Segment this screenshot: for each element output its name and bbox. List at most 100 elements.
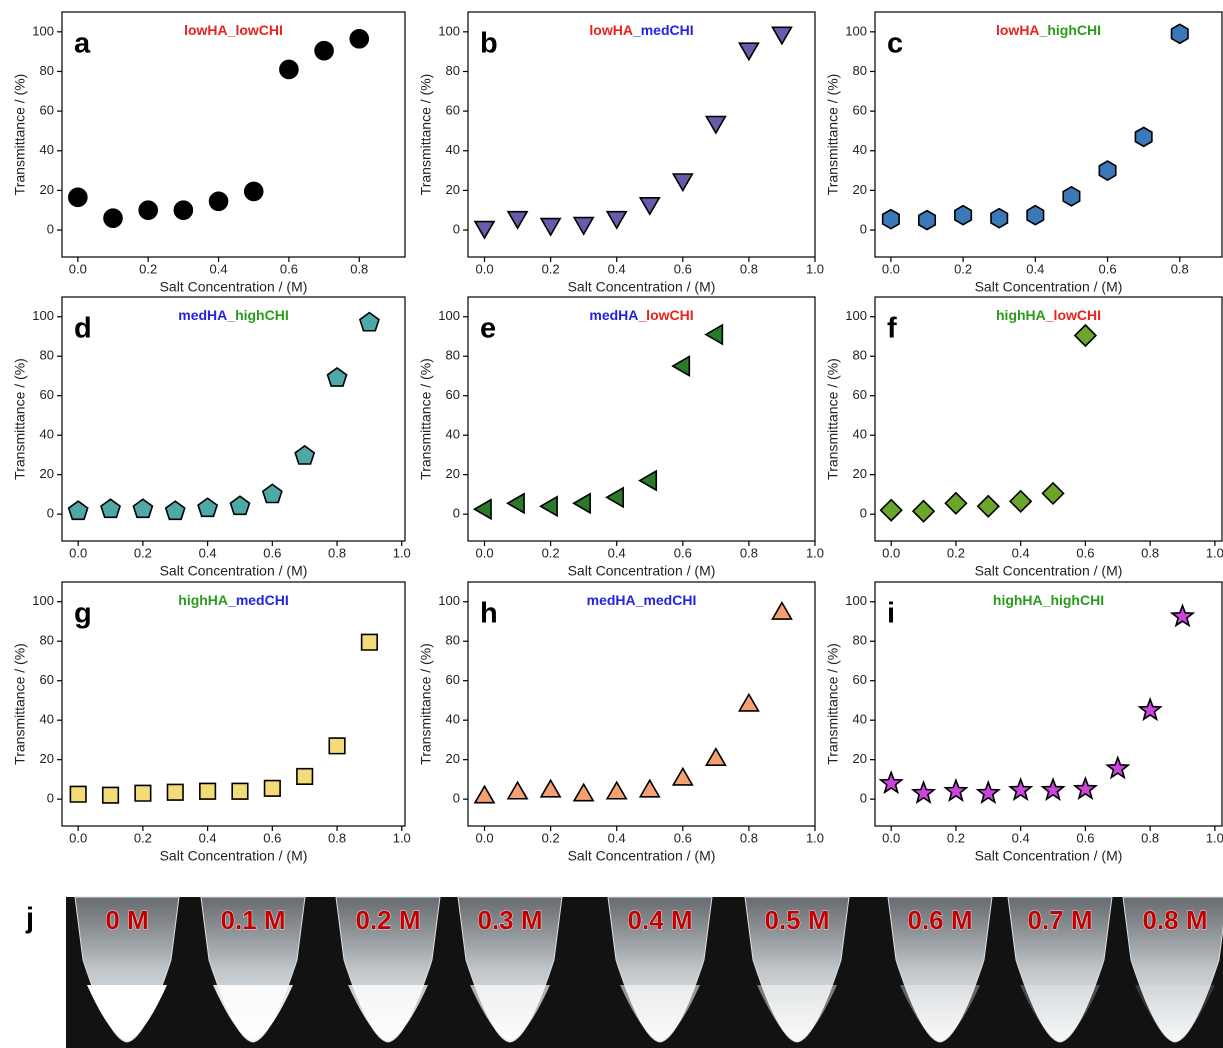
data-point bbox=[572, 492, 591, 515]
tube-content bbox=[757, 985, 837, 1040]
title-part: lowHA bbox=[589, 22, 633, 38]
data-point bbox=[1098, 160, 1117, 182]
y-tick-label: 100 bbox=[845, 23, 867, 38]
data-point bbox=[605, 486, 625, 509]
data-point bbox=[539, 778, 562, 798]
y-tick-label: 100 bbox=[438, 308, 460, 323]
x-axis-label: Salt Concentration / (M) bbox=[975, 279, 1123, 295]
x-tick-label: 0.4 bbox=[199, 545, 217, 560]
x-axis-label: Salt Concentration / (M) bbox=[160, 563, 308, 579]
data-point bbox=[164, 500, 186, 521]
data-point bbox=[69, 785, 87, 803]
data-point bbox=[911, 499, 936, 523]
title-part: _highCHI bbox=[226, 307, 288, 323]
y-tick-label: 0 bbox=[453, 506, 460, 521]
y-tick-label: 100 bbox=[438, 593, 460, 608]
x-tick-label: 1.0 bbox=[1206, 545, 1223, 560]
x-tick-label: 0.6 bbox=[1076, 545, 1094, 560]
panel-title: medHA_lowCHI bbox=[589, 307, 693, 323]
y-tick-label: 80 bbox=[40, 348, 54, 363]
x-tick-label: 0.2 bbox=[134, 830, 152, 845]
tube-content bbox=[213, 985, 293, 1040]
x-axis-label: Salt Concentration / (M) bbox=[975, 563, 1123, 579]
x-tick-label: 0.6 bbox=[1098, 261, 1116, 276]
title-part: _medCHI bbox=[635, 592, 697, 608]
tube-content bbox=[900, 985, 980, 1040]
data-point bbox=[943, 777, 969, 803]
x-axis-label: Salt Concentration / (M) bbox=[160, 279, 308, 295]
x-tick-label: 0.0 bbox=[882, 830, 900, 845]
x-tick-label: 0.0 bbox=[475, 545, 493, 560]
panel-label: c bbox=[887, 28, 903, 60]
y-tick-label: 80 bbox=[446, 633, 460, 648]
data-point bbox=[166, 783, 184, 801]
data-point bbox=[296, 767, 314, 786]
title-part: highHA bbox=[993, 592, 1043, 608]
panel-title: medHA_medCHI bbox=[587, 592, 697, 608]
panel-label: d bbox=[74, 313, 92, 345]
x-tick-label: 0.8 bbox=[1141, 545, 1159, 560]
x-tick-label: 0.2 bbox=[134, 545, 152, 560]
x-tick-label: 0.8 bbox=[328, 830, 346, 845]
x-axis-label: Salt Concentration / (M) bbox=[568, 563, 716, 579]
panel-title: lowHA_medCHI bbox=[589, 22, 693, 38]
y-axis-label: Transmittance / (%) bbox=[12, 358, 28, 480]
x-tick-label: 1.0 bbox=[806, 830, 824, 845]
x-tick-label: 1.0 bbox=[806, 261, 824, 276]
y-tick-label: 80 bbox=[853, 63, 867, 78]
x-tick-label: 0.2 bbox=[139, 261, 157, 276]
x-tick-label: 0.0 bbox=[882, 261, 900, 276]
data-point bbox=[358, 311, 380, 332]
plot-frame bbox=[61, 11, 406, 258]
x-tick-label: 0.2 bbox=[954, 261, 972, 276]
tube-content bbox=[1135, 985, 1215, 1040]
panel-title: highHA_medCHI bbox=[178, 592, 288, 608]
x-tick-label: 0.6 bbox=[674, 830, 692, 845]
data-point bbox=[771, 600, 793, 620]
data-point bbox=[1134, 126, 1153, 148]
data-point bbox=[261, 483, 283, 504]
data-point bbox=[173, 200, 194, 221]
y-tick-label: 0 bbox=[860, 221, 867, 236]
y-tick-label: 20 bbox=[853, 751, 867, 766]
tube-label: 0.1 M bbox=[220, 905, 285, 935]
y-tick-label: 60 bbox=[853, 387, 867, 402]
x-tick-label: 0.0 bbox=[475, 261, 493, 276]
title-part: medHA bbox=[589, 307, 638, 323]
title-part: _highCHI bbox=[1042, 592, 1104, 608]
data-point bbox=[505, 492, 525, 515]
y-axis-label: Transmittance / (%) bbox=[418, 358, 434, 480]
panel-label: e bbox=[480, 313, 496, 345]
y-axis-label: Transmittance / (%) bbox=[825, 358, 841, 480]
plot-frame bbox=[874, 581, 1223, 827]
tube-label: 0.3 M bbox=[477, 905, 542, 935]
y-tick-label: 20 bbox=[853, 466, 867, 481]
y-tick-label: 60 bbox=[853, 672, 867, 687]
tube-label: 0.7 M bbox=[1027, 905, 1092, 935]
y-tick-label: 20 bbox=[446, 466, 460, 481]
y-tick-label: 0 bbox=[47, 221, 54, 236]
x-tick-label: 0.0 bbox=[69, 545, 87, 560]
panel-title: highHA_highCHI bbox=[993, 592, 1104, 608]
data-point bbox=[990, 207, 1009, 229]
data-point bbox=[910, 779, 937, 804]
data-point bbox=[917, 209, 937, 231]
data-point bbox=[1105, 755, 1131, 780]
x-tick-label: 0.4 bbox=[608, 261, 626, 276]
y-tick-label: 80 bbox=[446, 348, 460, 363]
x-tick-label: 0.6 bbox=[674, 261, 692, 276]
x-axis-label: Salt Concentration / (M) bbox=[160, 848, 308, 864]
tube bbox=[1122, 896, 1223, 1043]
y-axis-label: Transmittance / (%) bbox=[12, 74, 28, 196]
y-tick-label: 40 bbox=[40, 142, 54, 157]
y-axis-label: Transmittance / (%) bbox=[418, 74, 434, 196]
y-tick-label: 60 bbox=[40, 103, 54, 118]
data-point bbox=[704, 323, 724, 346]
x-tick-label: 0.2 bbox=[542, 545, 560, 560]
y-tick-label: 100 bbox=[32, 23, 54, 38]
x-tick-label: 0.4 bbox=[608, 545, 626, 560]
title-part: _lowCHI bbox=[1045, 307, 1101, 323]
data-point bbox=[1073, 323, 1098, 348]
y-tick-label: 40 bbox=[446, 712, 460, 727]
data-point bbox=[263, 779, 281, 797]
